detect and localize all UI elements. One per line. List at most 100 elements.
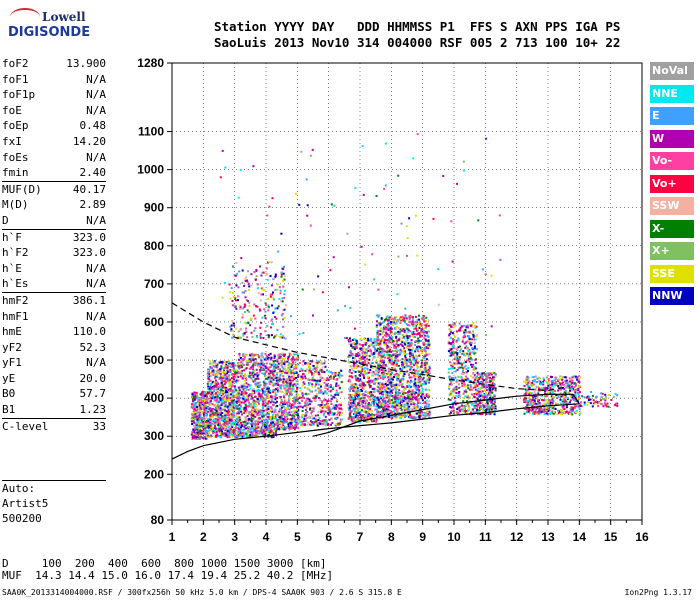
echo-point	[234, 421, 237, 424]
echo-point	[197, 400, 200, 403]
echo-point	[266, 416, 269, 418]
echo-point	[297, 414, 300, 417]
echo-point	[230, 406, 233, 409]
echo-point	[214, 411, 217, 414]
echo-point	[334, 393, 337, 396]
echo-point	[377, 398, 380, 401]
echo-point	[390, 357, 393, 360]
echo-point	[276, 423, 279, 426]
echo-point	[266, 367, 269, 370]
echo-point	[330, 398, 333, 401]
echo-point	[250, 427, 253, 430]
echo-point	[261, 372, 264, 375]
echo-point	[280, 416, 283, 419]
echo-point	[224, 405, 227, 408]
echo-point	[284, 353, 286, 356]
echo-point	[244, 410, 247, 413]
echo-point	[261, 316, 264, 319]
echo-point	[282, 378, 285, 381]
echo-point	[257, 362, 260, 365]
y-tick-label: 300	[144, 429, 164, 443]
echo-point	[301, 406, 304, 409]
echo-point	[324, 406, 327, 409]
echo-point	[353, 363, 355, 365]
echo-point	[267, 309, 270, 312]
echo-point	[392, 353, 395, 356]
echo-point	[273, 376, 276, 379]
echo-point	[248, 373, 251, 376]
echo-point	[388, 347, 391, 350]
echo-point	[356, 412, 359, 414]
echo-point	[392, 339, 395, 342]
echo-point	[283, 355, 286, 357]
echo-point	[220, 432, 223, 435]
echo-point	[337, 392, 340, 395]
echo-point	[245, 405, 248, 408]
echo-point	[296, 418, 299, 421]
echo-point	[256, 335, 258, 337]
echo-point	[218, 361, 221, 364]
echo-point	[379, 401, 381, 404]
echo-point	[351, 376, 354, 379]
echo-point	[234, 387, 237, 390]
echo-point	[272, 373, 275, 376]
echo-point	[235, 433, 238, 436]
echo-point	[353, 418, 356, 421]
echo-point	[375, 401, 378, 404]
echo-point	[195, 415, 198, 418]
echo-point	[265, 304, 268, 307]
echo-point	[268, 354, 270, 356]
echo-point	[260, 410, 263, 413]
echo-point	[283, 387, 286, 390]
echo-point	[385, 343, 388, 346]
echo-point	[243, 321, 246, 324]
echo-point	[361, 361, 364, 364]
echo-point	[256, 354, 259, 357]
echo-point	[367, 420, 370, 423]
echo-point	[314, 385, 317, 388]
echo-point	[382, 409, 385, 412]
echo-point	[230, 432, 232, 434]
echo-point	[304, 369, 307, 372]
echo-point	[376, 365, 379, 368]
echo-point	[379, 392, 382, 395]
echo-point	[195, 411, 198, 414]
echo-point	[259, 299, 262, 302]
echo-point	[404, 357, 407, 359]
echo-point	[265, 357, 268, 360]
echo-point	[203, 406, 206, 409]
echo-point	[289, 384, 292, 387]
echo-point	[292, 410, 295, 412]
echo-point	[252, 429, 255, 432]
param-value: N/A	[86, 309, 106, 323]
echo-point	[273, 374, 276, 377]
echo-point	[356, 379, 359, 382]
echo-point	[237, 430, 239, 433]
echo-point	[333, 396, 336, 399]
echo-point	[221, 418, 224, 421]
echo-point	[390, 361, 393, 364]
echo-point	[308, 383, 311, 386]
echo-point	[417, 387, 420, 390]
echo-point	[306, 362, 309, 365]
echo-point	[212, 371, 215, 374]
echo-point	[359, 365, 362, 368]
echo-point	[225, 401, 227, 404]
echo-point	[283, 422, 286, 425]
echo-point	[390, 326, 392, 329]
echo-point	[300, 396, 303, 399]
echo-point	[376, 376, 379, 379]
param-key: hmE	[2, 325, 22, 339]
echo-point	[227, 360, 230, 363]
echo-point	[364, 343, 367, 346]
echo-point	[285, 378, 288, 381]
echo-point	[290, 411, 293, 414]
echo-point	[383, 334, 386, 337]
echo-point	[209, 360, 212, 363]
echo-point	[223, 418, 226, 421]
echo-point	[196, 406, 199, 408]
echo-point	[251, 397, 254, 400]
echo-point	[231, 336, 234, 339]
echo-point	[220, 381, 223, 384]
echo-point	[243, 434, 246, 437]
